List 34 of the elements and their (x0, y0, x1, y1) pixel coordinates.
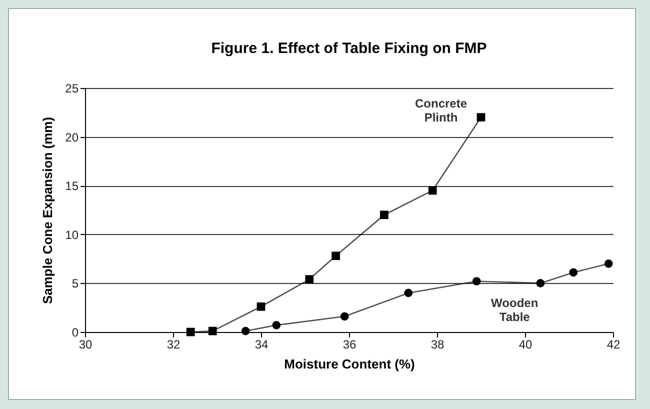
x-axis-title: Moisture Content (%) (284, 356, 415, 372)
point (472, 277, 481, 286)
y-tick-label: 20 (65, 130, 79, 144)
y-tick-label: 10 (65, 228, 79, 242)
y-axis-title: Sample Cone Expansion (mm) (40, 116, 56, 304)
x-tick-label: 36 (342, 338, 356, 352)
x-tick-label: 34 (254, 338, 268, 352)
point (272, 320, 281, 330)
x-tick-label: 40 (518, 338, 532, 352)
point (380, 210, 388, 220)
point (241, 326, 250, 336)
point (332, 252, 340, 260)
point (208, 326, 217, 336)
chart-title: Figure 1. Effect of Table Fixing on FMP (211, 40, 487, 57)
point (428, 186, 437, 195)
x-tick-label: 32 (166, 338, 180, 352)
y-tick-label: 0 (72, 326, 79, 340)
point (256, 302, 266, 311)
point (340, 312, 349, 321)
point (536, 279, 545, 288)
point (604, 260, 613, 268)
y-tick-label: 15 (65, 179, 79, 194)
x-tick-label: 38 (430, 338, 444, 352)
x-tick-label: 42 (606, 338, 620, 352)
x-tick-label: 30 (78, 338, 92, 352)
series-label: Concrete Plinth (414, 96, 468, 124)
point (476, 113, 486, 122)
point (569, 268, 578, 277)
point (305, 275, 314, 284)
y-tick-label: 5 (72, 276, 79, 291)
y-tick-label: 25 (65, 82, 79, 96)
point (186, 328, 195, 336)
point (404, 288, 413, 298)
series-label: Wooden Table (491, 296, 538, 324)
